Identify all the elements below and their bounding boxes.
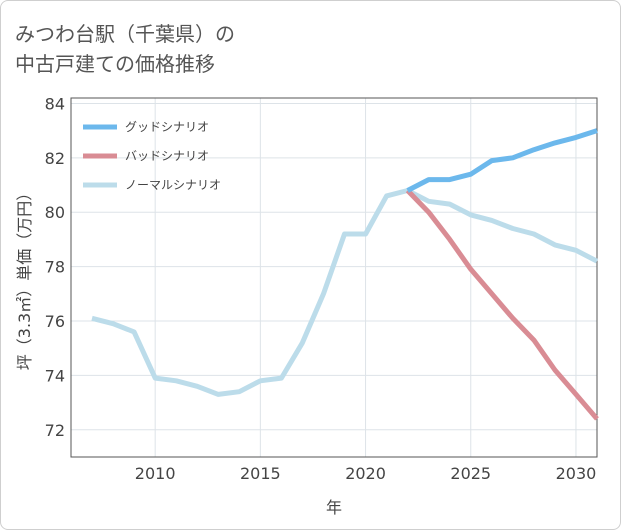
- x-tick-label: 2025: [450, 464, 491, 483]
- x-tick-label: 2010: [135, 464, 176, 483]
- x-tick-label: 2015: [240, 464, 281, 483]
- title-line-2: 中古戸建ての価格推移: [15, 52, 215, 76]
- ticks: 72 74 76 78 80 82 84 2010 2015 2020 2025 2030: [45, 94, 597, 483]
- x-tick-label: 2030: [556, 464, 597, 483]
- y-tick-label: 72: [45, 421, 65, 440]
- title-line-1: みつわ台駅（千葉県）の: [15, 22, 235, 46]
- legend-label: バッドシナリオ: [125, 149, 209, 163]
- x-axis-label: 年: [326, 498, 342, 517]
- y-tick-label: 74: [45, 366, 65, 385]
- series-line-2: [91, 188, 599, 397]
- y-tick-label: 80: [45, 203, 65, 222]
- x-tick-label: 2020: [345, 464, 386, 483]
- y-tick-label: 78: [45, 258, 65, 277]
- plot-area: [70, 97, 598, 458]
- legend-label: ノーマルシナリオ: [125, 178, 221, 192]
- y-tick-label: 84: [45, 94, 65, 113]
- series-line-0: [406, 128, 598, 193]
- series-line-1: [405, 188, 599, 421]
- series: [91, 128, 599, 421]
- y-axis-label: 坪（3.3㎡）単価（万円）: [15, 185, 34, 370]
- chart-title: みつわ台駅（千葉県）の 中古戸建ての価格推移: [15, 19, 575, 79]
- y-tick-label: 82: [45, 149, 65, 168]
- y-tick-label: 76: [45, 312, 65, 331]
- legend-label: グッドシナリオ: [125, 120, 209, 134]
